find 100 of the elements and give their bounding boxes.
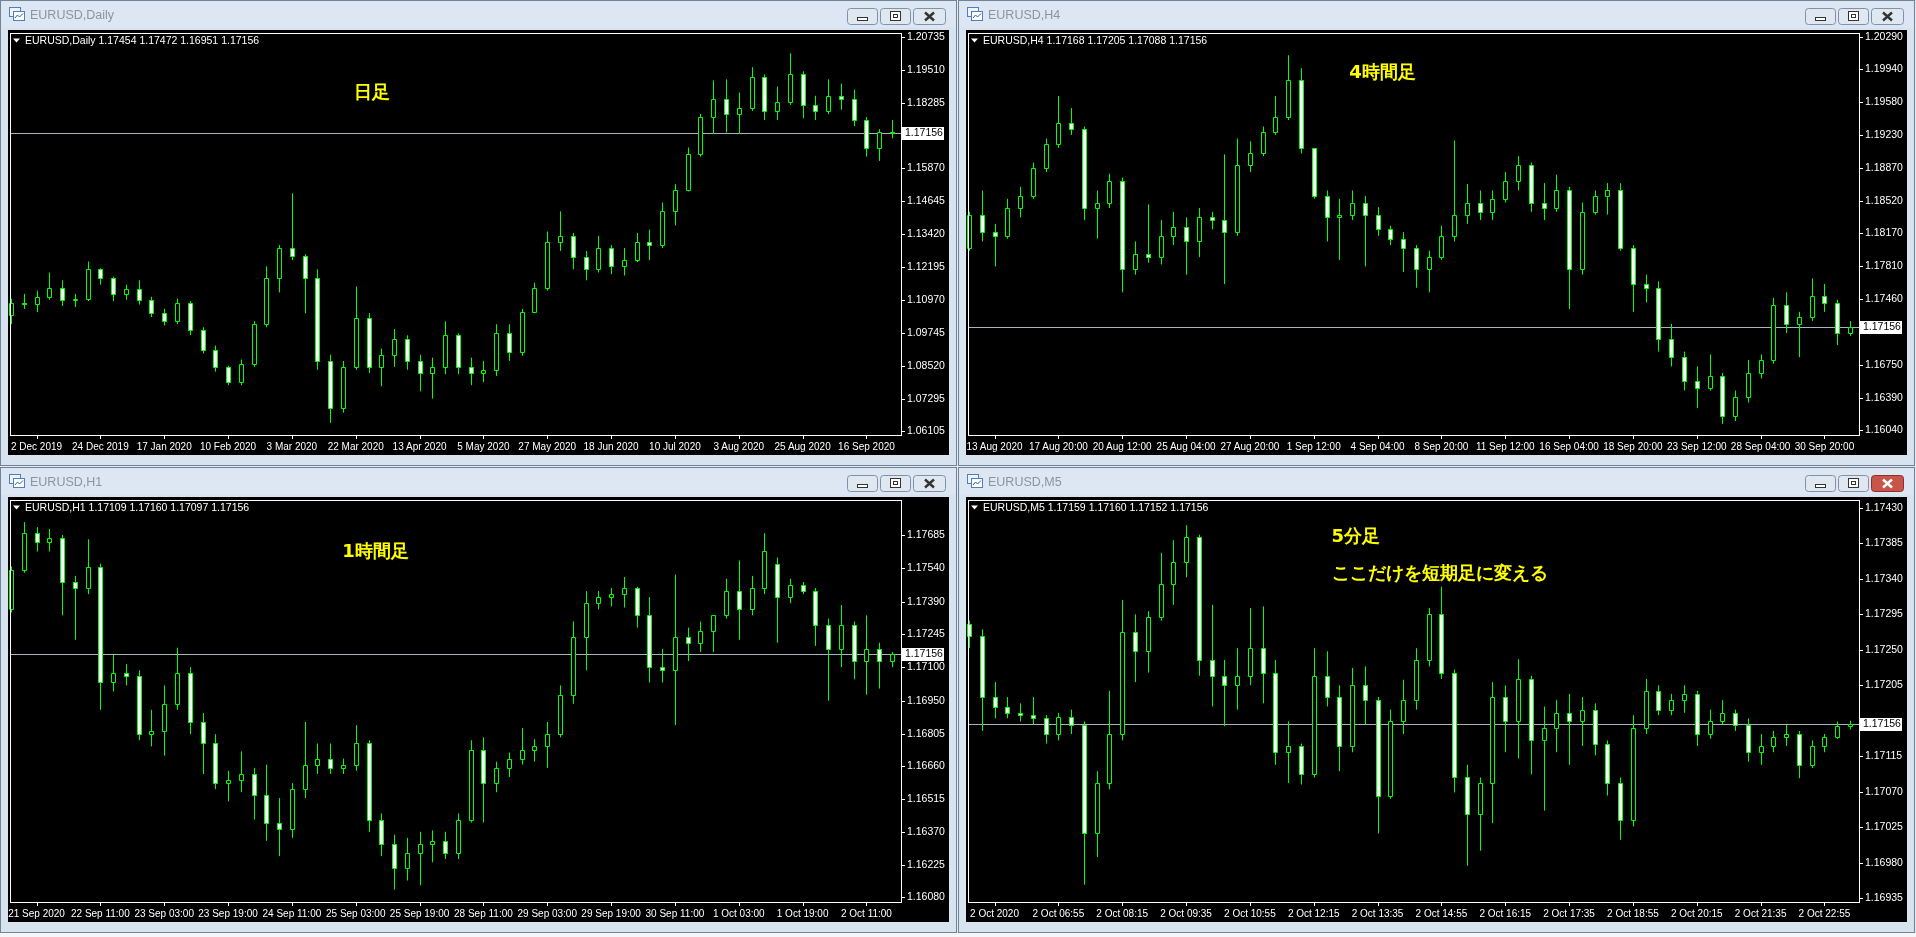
- x-tick-label: 18 Jun 2020: [583, 440, 640, 452]
- chart-subtitle: EURUSD,M5 1.17159 1.17160 1.17152 1.17156: [983, 500, 1209, 513]
- candlestick: [73, 293, 78, 308]
- candlestick: [1056, 712, 1061, 741]
- candlestick: [1273, 95, 1278, 136]
- candlestick: [622, 247, 627, 276]
- candlestick: [788, 578, 793, 604]
- candlestick: [1771, 297, 1776, 365]
- candlestick: [1312, 647, 1317, 778]
- candlestick: [111, 654, 116, 693]
- candlestick: [494, 761, 499, 793]
- candlestick: [1261, 605, 1266, 704]
- y-tick-label: 1.16515: [907, 792, 946, 805]
- candlestick: [1593, 189, 1598, 216]
- candlestick: [252, 767, 257, 821]
- x-tick-label: 5 May 2020: [457, 440, 510, 452]
- x-tick-label: 10 Feb 2020: [199, 440, 257, 452]
- candlestick: [724, 78, 729, 133]
- candlestick: [1503, 171, 1508, 204]
- candlestick: [328, 354, 333, 424]
- candlestick: [1018, 186, 1023, 218]
- candlestick: [1554, 174, 1559, 213]
- chart-title: EURUSD,Daily: [30, 8, 115, 23]
- candlestick: [1478, 189, 1483, 221]
- candlestick: [1363, 195, 1368, 267]
- candlestick: [1248, 140, 1253, 173]
- x-tick-label: 2 Dec 2019: [10, 440, 63, 452]
- candlestick: [1797, 730, 1802, 779]
- y-tick-label: 1.16080: [907, 890, 946, 903]
- y-tick-label: 1.18870: [1865, 161, 1904, 174]
- x-tick-label: 27 Aug 20:00: [1220, 440, 1280, 452]
- candlestick: [813, 587, 818, 647]
- x-tick-label: 2 Oct 14:55: [1415, 907, 1468, 919]
- candlestick: [993, 681, 998, 719]
- y-tick-label: 1.18285: [907, 96, 946, 109]
- candlestick: [418, 354, 423, 392]
- candlestick: [469, 357, 474, 386]
- candlestick: [993, 223, 998, 267]
- candlestick: [1810, 739, 1815, 769]
- candlestick: [545, 721, 550, 769]
- candlestick: [1720, 372, 1725, 425]
- x-tick-label: 16 Sep 2020: [838, 440, 896, 452]
- candlestick: [1299, 67, 1304, 154]
- x-tick-label: 1 Sep 12:00: [1286, 440, 1342, 452]
- candlestick: [149, 296, 154, 318]
- candlestick: [22, 521, 27, 574]
- candlestick: [367, 739, 372, 833]
- candlestick: [980, 628, 985, 732]
- x-tick-label: 2 Oct 10:55: [1224, 907, 1277, 919]
- candlestick: [1197, 207, 1202, 258]
- candlestick: [1299, 743, 1304, 786]
- candlestick: [252, 320, 257, 368]
- y-tick-label: 1.16950: [907, 694, 946, 707]
- ref-line-label: 1.17156: [905, 126, 944, 139]
- candlestick: [826, 78, 831, 115]
- x-tick-label: 25 Sep 03:00: [325, 907, 386, 919]
- y-tick-label: 1.20290: [1865, 30, 1904, 43]
- candlestick: [788, 52, 793, 106]
- candlestick: [226, 365, 231, 386]
- candlestick: [1414, 244, 1419, 289]
- x-tick-label: 17 Jan 2020: [136, 440, 193, 452]
- candlestick: [1695, 690, 1700, 747]
- candlestick: [1427, 607, 1432, 667]
- candlestick: [149, 709, 154, 747]
- candlestick: [864, 614, 869, 696]
- y-tick-label: 1.16390: [1865, 391, 1904, 404]
- candlestick: [1222, 659, 1227, 727]
- candlestick: [443, 320, 448, 375]
- candlestick: [1669, 323, 1674, 367]
- candlestick: [1069, 709, 1074, 735]
- candlestick: [1682, 351, 1687, 392]
- candlestick: [430, 357, 435, 400]
- candlestick: [328, 742, 333, 775]
- y-tick-label: 1.16750: [1865, 358, 1904, 371]
- y-tick-label: 1.10970: [907, 293, 946, 306]
- y-tick-label: 1.17295: [1865, 607, 1904, 620]
- candlestick: [647, 229, 652, 261]
- chart-title: EURUSD,H4: [988, 8, 1061, 23]
- candlestick: [750, 575, 755, 616]
- candlestick: [379, 812, 384, 857]
- x-tick-label: 24 Sep 11:00: [262, 907, 322, 919]
- candlestick: [584, 250, 589, 281]
- y-tick-label: 1.17070: [1865, 785, 1904, 798]
- candlestick: [201, 712, 206, 775]
- chart-title: EURUSD,H1: [30, 475, 103, 490]
- x-tick-label: 29 Sep 03:00: [517, 907, 578, 919]
- candlestick: [1452, 668, 1457, 793]
- candlestick: [1376, 206, 1381, 237]
- candlestick: [86, 538, 91, 595]
- candlestick: [1542, 182, 1547, 221]
- x-tick-label: 21 Sep 2020: [8, 907, 66, 919]
- x-tick-label: 2 Oct 16:15: [1479, 907, 1532, 919]
- candlestick: [1733, 390, 1738, 422]
- candlestick: [1746, 717, 1751, 763]
- candlestick: [1210, 604, 1215, 708]
- y-tick-label: 1.19230: [1865, 128, 1904, 141]
- y-tick-label: 1.17460: [1865, 292, 1904, 305]
- candlestick: [877, 642, 882, 690]
- y-tick-label: 1.17245: [907, 627, 946, 640]
- candlestick: [1337, 684, 1342, 772]
